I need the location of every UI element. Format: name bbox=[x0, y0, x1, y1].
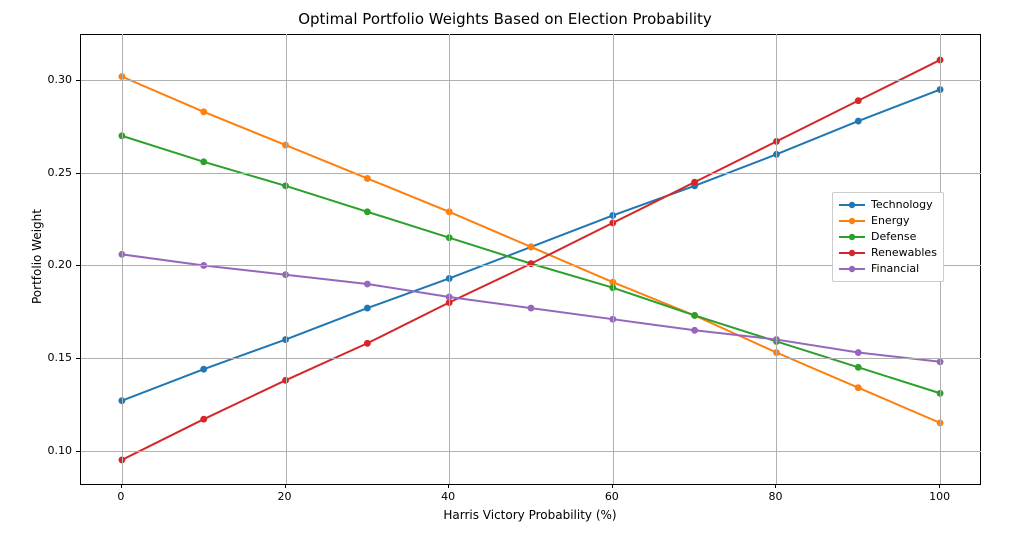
y-tick-label: 0.30 bbox=[48, 73, 73, 86]
legend-label: Defense bbox=[871, 230, 916, 243]
series-marker-renewables bbox=[200, 416, 207, 423]
x-tick bbox=[775, 484, 776, 488]
series-marker-energy bbox=[855, 384, 862, 391]
y-grid-line bbox=[81, 173, 981, 174]
x-tick bbox=[448, 484, 449, 488]
series-marker-defense bbox=[200, 158, 207, 165]
legend-label: Financial bbox=[871, 262, 919, 275]
x-tick-label: 20 bbox=[275, 490, 295, 503]
legend-swatch-defense bbox=[839, 231, 865, 243]
x-tick bbox=[612, 484, 613, 488]
series-marker-energy bbox=[200, 108, 207, 115]
x-grid-line bbox=[286, 34, 287, 484]
series-marker-defense bbox=[364, 208, 371, 215]
y-tick bbox=[76, 265, 80, 266]
series-marker-energy bbox=[528, 244, 535, 251]
x-tick-label: 100 bbox=[929, 490, 949, 503]
x-grid-line bbox=[122, 34, 123, 484]
legend-swatch-energy bbox=[839, 215, 865, 227]
x-tick-label: 0 bbox=[111, 490, 131, 503]
x-tick-label: 60 bbox=[602, 490, 622, 503]
series-marker-financial bbox=[855, 349, 862, 356]
y-grid-line bbox=[81, 451, 981, 452]
y-tick bbox=[76, 451, 80, 452]
series-marker-renewables bbox=[691, 179, 698, 186]
x-tick bbox=[285, 484, 286, 488]
series-line-renewables bbox=[122, 60, 940, 460]
legend: Technology Energy Defense Renewables Financi… bbox=[832, 192, 944, 282]
series-marker-technology bbox=[855, 118, 862, 125]
y-tick bbox=[76, 173, 80, 174]
series-marker-energy bbox=[364, 175, 371, 182]
series-marker-technology bbox=[200, 366, 207, 373]
x-tick bbox=[121, 484, 122, 488]
x-tick bbox=[939, 484, 940, 488]
y-tick bbox=[76, 80, 80, 81]
legend-entry-renewables: Renewables bbox=[839, 245, 937, 261]
y-tick-label: 0.15 bbox=[48, 351, 73, 364]
y-grid-line bbox=[81, 80, 981, 81]
series-marker-financial bbox=[528, 305, 535, 312]
legend-swatch-renewables bbox=[839, 247, 865, 259]
x-grid-line bbox=[449, 34, 450, 484]
y-grid-line bbox=[81, 358, 981, 359]
legend-entry-defense: Defense bbox=[839, 229, 937, 245]
legend-entry-technology: Technology bbox=[839, 197, 937, 213]
series-marker-renewables bbox=[855, 97, 862, 104]
x-grid-line bbox=[613, 34, 614, 484]
legend-label: Renewables bbox=[871, 246, 937, 259]
legend-entry-energy: Energy bbox=[839, 213, 937, 229]
x-tick-label: 40 bbox=[438, 490, 458, 503]
y-tick-label: 0.25 bbox=[48, 166, 73, 179]
series-marker-renewables bbox=[364, 340, 371, 347]
x-axis-label: Harris Victory Probability (%) bbox=[430, 508, 630, 522]
series-marker-financial bbox=[691, 327, 698, 334]
series-marker-defense bbox=[691, 312, 698, 319]
chart-title: Optimal Portfolio Weights Based on Elect… bbox=[0, 10, 1010, 28]
series-marker-defense bbox=[855, 364, 862, 371]
legend-swatch-financial bbox=[839, 263, 865, 275]
y-tick bbox=[76, 358, 80, 359]
legend-entry-financial: Financial bbox=[839, 261, 937, 277]
x-tick-label: 80 bbox=[765, 490, 785, 503]
y-axis-label: Portfolio Weight bbox=[30, 209, 44, 304]
y-tick-label: 0.20 bbox=[48, 258, 73, 271]
series-marker-financial bbox=[364, 281, 371, 288]
y-tick-label: 0.10 bbox=[48, 444, 73, 457]
legend-label: Technology bbox=[871, 198, 933, 211]
legend-label: Energy bbox=[871, 214, 910, 227]
x-grid-line bbox=[776, 34, 777, 484]
legend-swatch-technology bbox=[839, 199, 865, 211]
series-marker-technology bbox=[364, 305, 371, 312]
